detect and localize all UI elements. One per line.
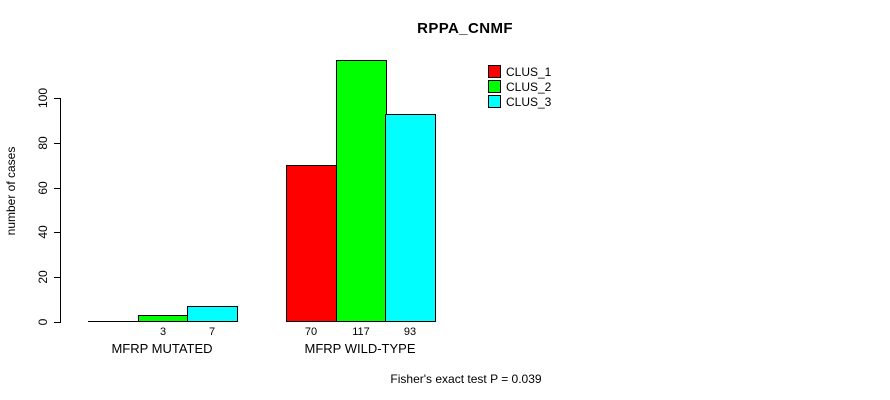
y-tick-label: 80 [36, 136, 50, 150]
legend-item: CLUS_1 [488, 64, 551, 79]
y-tick-label: 40 [36, 225, 50, 239]
bar-clus_3 [187, 306, 238, 322]
y-axis-tick [54, 322, 60, 323]
y-axis-tick [54, 188, 60, 189]
bar-value-label: 7 [208, 326, 216, 338]
y-axis-tick [54, 143, 60, 144]
y-axis-tick [54, 277, 60, 278]
x-category-label: MFRP MUTATED [111, 341, 213, 356]
legend-swatch-clus_1 [488, 65, 501, 78]
legend-label: CLUS_3 [506, 94, 552, 109]
bar-clus_2 [336, 60, 387, 322]
legend-item: CLUS_3 [488, 94, 551, 109]
y-tick-label: 20 [36, 270, 50, 284]
bar-clus_1 [88, 321, 139, 322]
legend-item: CLUS_2 [488, 79, 551, 94]
bar-value-label: 70 [304, 326, 318, 338]
legend-swatch-clus_2 [488, 80, 501, 93]
bar-clus_3 [385, 114, 436, 322]
y-tick-label: 60 [36, 181, 50, 195]
bar-clus_1 [286, 165, 337, 322]
y-axis-line [60, 98, 61, 323]
y-axis-tick [54, 98, 60, 99]
legend-label: CLUS_2 [506, 79, 552, 94]
fisher-test-note: Fisher's exact test P = 0.039 [390, 372, 542, 386]
legend-label: CLUS_1 [506, 64, 552, 79]
legend-swatch-clus_3 [488, 95, 501, 108]
y-tick-label: 100 [36, 87, 50, 109]
legend: CLUS_1 CLUS_2 CLUS_3 [488, 64, 551, 109]
bar-value-label: 3 [159, 326, 167, 338]
y-tick-label: 0 [36, 318, 50, 326]
bar-value-label: 117 [352, 326, 370, 338]
bar-clus_2 [138, 315, 189, 322]
bar-value-label: 93 [403, 326, 417, 338]
chart-title: RPPA_CNMF [417, 20, 513, 37]
x-category-label: MFRP WILD-TYPE [304, 341, 416, 356]
y-axis-tick [54, 232, 60, 233]
